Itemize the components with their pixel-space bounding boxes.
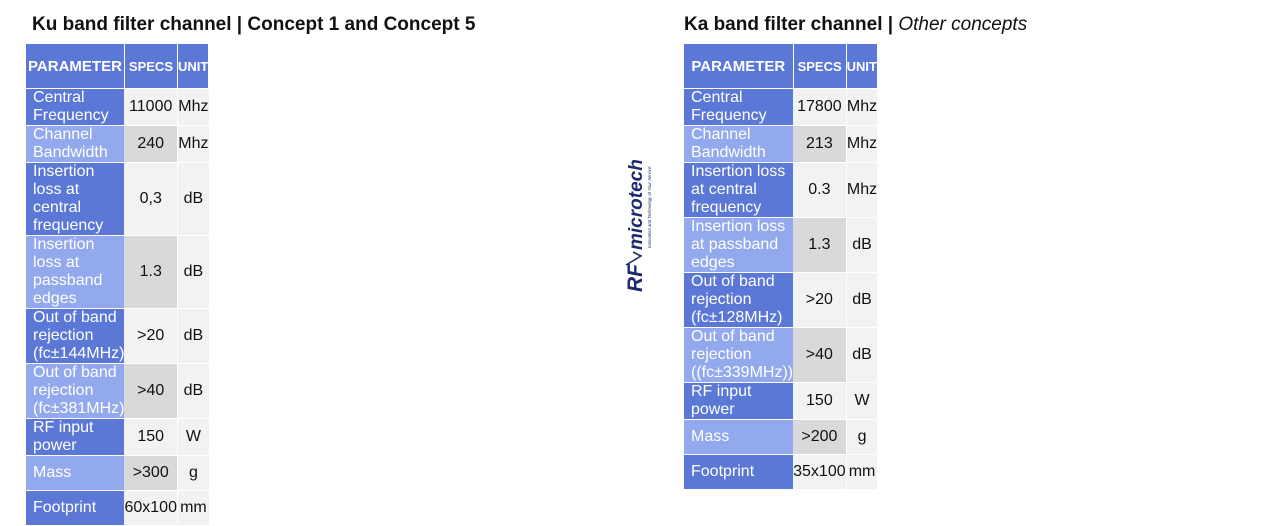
unit-header: UNIT (846, 44, 878, 89)
rf-microtech-logo: RF microtech Innovation and Technology a… (616, 146, 658, 296)
spec-cell: >40 (793, 327, 847, 383)
parameter-cell: Out of band rejection (fc±128MHz) (684, 272, 794, 328)
ku-band-spec-table: PARAMETER SPECS UNIT Central Frequency 1… (26, 44, 210, 526)
unit-cell: mm (177, 490, 209, 526)
ka-band-title-sub: Other concepts (898, 14, 1028, 35)
table-header-row: PARAMETER SPECS UNIT (26, 44, 210, 89)
table-row: Footprint 60x100 mm (26, 490, 209, 526)
unit-cell: Mhz (177, 125, 209, 163)
logo-tagline-text: Innovation and Technology at Your Servic… (647, 166, 652, 248)
table-row: Mass >200 g (684, 419, 878, 455)
spec-cell: 240 (124, 125, 178, 163)
table-row: Out of band rejection ((fc±339MHz)) >40 … (684, 327, 878, 383)
table-row: RF input power 150 W (684, 382, 878, 420)
parameter-cell: Central Frequency (26, 88, 125, 126)
spec-cell: 11000 (124, 88, 178, 126)
parameter-cell: Channel Bandwidth (684, 125, 794, 163)
parameter-cell: Out of band rejection ((fc±339MHz)) (684, 327, 794, 383)
table-row: Out of band rejection (fc±144MHz) >20 dB (26, 308, 209, 364)
parameter-cell: Mass (26, 455, 125, 491)
spec-cell: >40 (124, 363, 178, 419)
unit-cell: g (177, 455, 209, 491)
spec-cell: 1.3 (793, 217, 847, 273)
table-row: Channel Bandwidth 240 Mhz (26, 125, 209, 163)
spec-cell: 150 (793, 382, 847, 420)
logo-rf-text: RF (624, 263, 647, 292)
unit-cell: dB (177, 162, 209, 236)
ku-band-title: Ku band filter channel | Concept 1 and C… (32, 14, 476, 35)
spec-cell: >20 (793, 272, 847, 328)
parameter-cell: Footprint (26, 490, 125, 526)
table-row: Insertion loss at central frequency 0.3 … (684, 162, 878, 218)
parameter-cell: Insertion loss at central frequency (684, 162, 794, 218)
unit-cell: dB (177, 308, 209, 364)
unit-cell: W (846, 382, 878, 420)
spec-cell: 17800 (793, 88, 847, 126)
parameter-cell: Insertion loss at passband edges (684, 217, 794, 273)
unit-cell: Mhz (846, 125, 878, 163)
unit-header: UNIT (177, 44, 210, 89)
table-row: Out of band rejection (fc±128MHz) >20 dB (684, 272, 878, 328)
spec-cell: >20 (124, 308, 178, 364)
unit-cell: dB (177, 363, 209, 419)
spec-cell: >300 (124, 455, 178, 491)
parameter-cell: Insertion loss at passband edges (26, 235, 125, 309)
parameter-cell: Out of band rejection (fc±381MHz) (26, 363, 125, 419)
logo-swoosh-icon (625, 251, 643, 266)
ka-band-title: Ka band filter channel | Other concepts (684, 14, 1027, 36)
unit-cell: Mhz (846, 162, 878, 218)
spec-cell: 150 (124, 418, 178, 456)
table-row: Footprint 35x100 mm (684, 454, 878, 490)
unit-cell: Mhz (846, 88, 878, 126)
table-row: Out of band rejection (fc±381MHz) >40 dB (26, 363, 209, 419)
parameter-cell: Out of band rejection (fc±144MHz) (26, 308, 125, 364)
parameter-cell: RF input power (26, 418, 125, 456)
spec-cell: 35x100 (793, 454, 847, 490)
unit-cell: g (846, 419, 878, 455)
parameter-cell: Channel Bandwidth (26, 125, 125, 163)
spec-cell: 0,3 (124, 162, 178, 236)
logo-name-text: microtech (626, 159, 647, 250)
table-row: Central Frequency 11000 Mhz (26, 88, 209, 126)
table-row: Channel Bandwidth 213 Mhz (684, 125, 878, 163)
table-row: Mass >300 g (26, 455, 209, 491)
specs-header: SPECS (793, 44, 847, 89)
table-row: Insertion loss at central frequency 0,3 … (26, 162, 209, 236)
table-row: Insertion loss at passband edges 1.3 dB (26, 235, 209, 309)
spec-cell: 60x100 (124, 490, 178, 526)
ka-band-title-main: Ka band filter channel | (684, 14, 894, 35)
spec-cell: 1.3 (124, 235, 178, 309)
rf-microtech-logo-mark: RF microtech Innovation and Technology a… (624, 159, 652, 292)
ka-band-spec-table: PARAMETER SPECS UNIT Central Frequency 1… (684, 44, 878, 490)
parameter-cell: Mass (684, 419, 794, 455)
parameter-cell: Insertion loss at central frequency (26, 162, 125, 236)
table-row: Insertion loss at passband edges 1.3 dB (684, 217, 878, 273)
parameter-cell: RF input power (684, 382, 794, 420)
unit-cell: dB (846, 217, 878, 273)
spec-cell: >200 (793, 419, 847, 455)
spec-cell: 0.3 (793, 162, 847, 218)
specs-header: SPECS (124, 44, 178, 89)
table-header-row: PARAMETER SPECS UNIT (684, 44, 878, 89)
table-row: RF input power 150 W (26, 418, 209, 456)
parameter-header: PARAMETER (684, 44, 794, 89)
parameter-cell: Central Frequency (684, 88, 794, 126)
parameter-header: PARAMETER (26, 44, 125, 89)
unit-cell: W (177, 418, 209, 456)
table-row: Central Frequency 17800 Mhz (684, 88, 878, 126)
unit-cell: dB (846, 272, 878, 328)
unit-cell: dB (846, 327, 878, 383)
unit-cell: Mhz (177, 88, 209, 126)
unit-cell: mm (846, 454, 878, 490)
unit-cell: dB (177, 235, 209, 309)
spec-cell: 213 (793, 125, 847, 163)
parameter-cell: Footprint (684, 454, 794, 490)
